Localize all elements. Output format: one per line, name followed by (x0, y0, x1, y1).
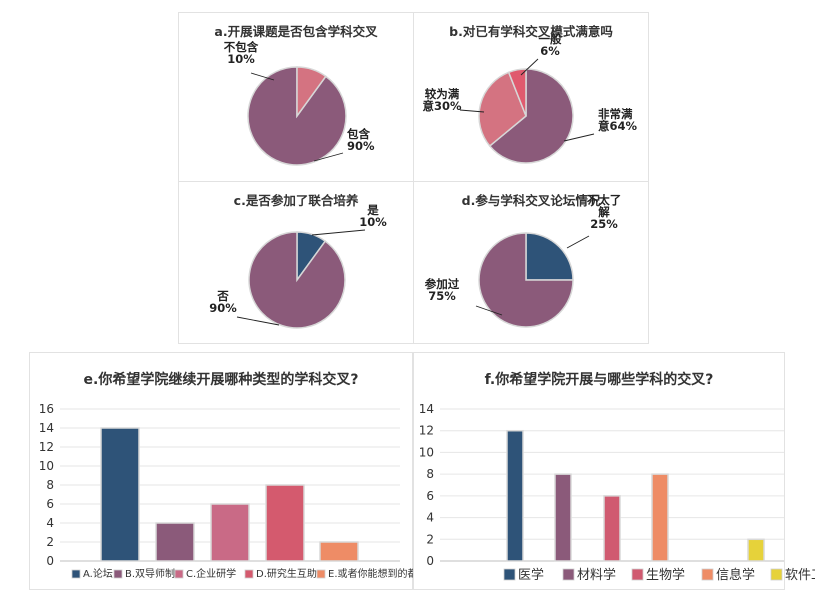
pie-panel-c: c.是否参加了联合培养 是 10% 否 90% (178, 181, 414, 344)
legend-label: D.研究生互助 (256, 567, 317, 580)
y-tick-label: 14 (39, 421, 54, 435)
chart-title: e.你希望学院继续开展哪种类型的学科交叉? (83, 372, 359, 388)
bar (747, 538, 765, 562)
y-tick-label: 4 (426, 511, 434, 525)
chart-title: d.参与学科交叉论坛情况 (461, 193, 601, 208)
legend-swatch (770, 568, 783, 581)
leader-line (520, 58, 539, 76)
legend-swatch (562, 568, 575, 581)
legend-label: 生物学 (646, 567, 685, 583)
leader-line (313, 152, 344, 162)
pie-slice (488, 68, 574, 164)
bar (100, 427, 140, 562)
leader-line (250, 72, 275, 81)
data-label: 是 10% (359, 203, 387, 229)
bar (210, 503, 250, 562)
pie-slice (525, 232, 574, 281)
pie-slice (478, 71, 527, 148)
legend-label: 软件工程 (785, 568, 815, 583)
legend-label: 医学 (518, 567, 544, 583)
pie-slice (478, 232, 574, 328)
bar (554, 473, 572, 562)
y-tick-label: 6 (46, 497, 54, 511)
legend-swatch (701, 568, 714, 581)
data-label: 较为满意30% (422, 87, 462, 113)
y-tick-label: 8 (426, 467, 434, 481)
legend-swatch (503, 568, 516, 581)
leader-line (566, 235, 590, 249)
bar (319, 541, 359, 562)
legend-swatch (244, 569, 254, 579)
data-label: 非常满意64% (598, 107, 638, 133)
leader-line (563, 133, 595, 142)
pie-chart-d: 不太了解 25% 参加过 75% (424, 193, 622, 328)
y-tick-label: 2 (426, 532, 434, 546)
leader-line (459, 109, 485, 113)
y-tick-label: 2 (46, 535, 54, 549)
bar (651, 473, 669, 562)
data-label: 不包含 10% (224, 40, 259, 66)
bar-panel-e: e.你希望学院继续开展哪种类型的学科交叉? 0 2 4 6 8 10 12 14 16 A.论坛 B… (29, 352, 428, 590)
legend-label: 材料学 (577, 567, 616, 583)
data-label: 参加过 75% (424, 277, 460, 303)
y-tick-label: 4 (46, 516, 54, 530)
y-tick-label: 6 (426, 489, 434, 503)
pie-slice (248, 231, 346, 329)
pie-panel-d: d.参与学科交叉论坛情况 不太了解 25% 参加过 75% (413, 181, 649, 344)
y-tick-label: 14 (419, 402, 434, 416)
pie-slice (296, 66, 327, 119)
legend-label: E.或者你能想到的都行 (328, 567, 428, 580)
bar-chart-e: 0 2 4 6 8 10 12 14 16 A.论坛 B.双导师制 C.企业研学 D.研究生互助 E.或者… (39, 402, 428, 580)
legend-label: A.论坛 (83, 567, 113, 580)
pie-chart-b: 非常满意64% 较为满意30% 一般 6% (422, 32, 638, 164)
pie-chart-a: 包含 90% 不包含 10% (224, 40, 375, 166)
leader-line (236, 316, 280, 326)
bar (155, 522, 195, 562)
bar (265, 484, 305, 562)
bar (506, 429, 524, 562)
legend-label: B.双导师制 (125, 567, 175, 580)
legend-swatch (174, 569, 184, 579)
data-label: 一般 6% (539, 32, 562, 58)
bar-chart-f: 0 2 4 6 8 10 12 14 医学 材料学 生物学 信息学 软件工程 (419, 402, 815, 583)
chart-title: a.开展课题是否包含学科交叉 (214, 24, 378, 39)
data-label: 不太了解 25% (587, 193, 622, 231)
y-tick-label: 0 (426, 554, 434, 568)
y-tick-label: 10 (39, 459, 54, 473)
pie-panel-b: b.对已有学科交叉模式满意吗 非常满意64% 较为满意30% 一般 6% (413, 12, 649, 182)
chart-title: b.对已有学科交叉模式满意吗 (449, 24, 613, 39)
data-label: 否 90% (209, 289, 237, 315)
y-tick-label: 16 (39, 402, 54, 416)
leader-line (311, 229, 366, 236)
y-tick-label: 0 (46, 554, 54, 568)
legend-swatch (316, 569, 326, 579)
chart-title: c.是否参加了联合培养 (233, 193, 359, 208)
pie-panel-a: a.开展课题是否包含学科交叉 包含 90% 不包含 10% (178, 12, 414, 182)
leader-line (475, 305, 503, 316)
bar-panel-f: f.你希望学院开展与哪些学科的交叉? 0 2 4 6 8 10 12 14 医学 材料学 生物学 信息… (413, 352, 815, 590)
y-tick-label: 12 (39, 440, 54, 454)
bar (603, 495, 621, 562)
pie-slice (507, 68, 527, 117)
legend-label: C.企业研学 (186, 567, 236, 580)
legend-swatch (71, 569, 81, 579)
y-tick-label: 12 (419, 424, 434, 438)
y-tick-label: 10 (419, 445, 434, 459)
legend-swatch (631, 568, 644, 581)
pie-chart-c: 是 10% 否 90% (209, 203, 387, 329)
data-label: 包含 90% (346, 127, 375, 153)
legend-swatch (113, 569, 123, 579)
chart-title: f.你希望学院开展与哪些学科的交叉? (484, 372, 714, 388)
y-tick-label: 8 (46, 478, 54, 492)
legend-label: 信息学 (716, 567, 755, 583)
